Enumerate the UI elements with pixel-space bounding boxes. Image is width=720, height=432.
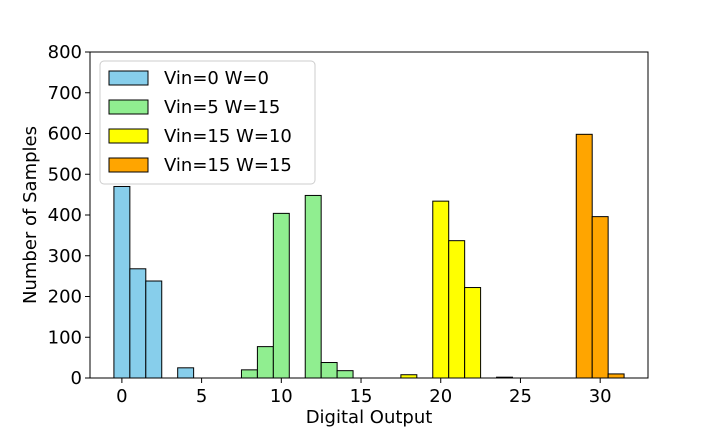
- bar-series3-x22: [464, 287, 482, 379]
- legend-swatch-series2: [108, 99, 149, 115]
- x-tick-label: 15: [350, 386, 373, 407]
- legend-label-series1: Vin=0 W=0: [164, 68, 269, 89]
- bar-series4-x30: [591, 216, 609, 379]
- bar-series4-x31: [607, 373, 625, 379]
- legend: Vin=0 W=0 Vin=5 W=15 Vin=15 W=10 Vin=15 W=1…: [99, 60, 316, 185]
- x-tick-label: 5: [196, 386, 207, 407]
- bar-series3-x21: [448, 240, 466, 379]
- legend-swatch-series1: [108, 70, 149, 86]
- bar-series1-x0: [113, 185, 131, 379]
- x-tick-label: 30: [589, 386, 612, 407]
- bar-series1-x4: [177, 367, 195, 379]
- x-tick-label: 25: [509, 386, 532, 407]
- legend-label-series4: Vin=15 W=15: [164, 155, 292, 176]
- y-tick-label: 700: [48, 83, 82, 104]
- y-tick-label: 500: [48, 164, 82, 185]
- legend-label-series2: Vin=5 W=15: [164, 97, 280, 118]
- bar-series1-x1: [129, 268, 147, 379]
- y-tick-label: 0: [71, 368, 82, 389]
- legend-box: [99, 60, 316, 185]
- bar-series2-x12: [304, 194, 322, 379]
- y-tick-label: 400: [48, 205, 82, 226]
- x-axis-label: Digital Output: [306, 407, 433, 428]
- bar-series2-x9: [256, 346, 274, 379]
- y-tick-label: 800: [48, 42, 82, 63]
- x-tick-label: 10: [270, 386, 293, 407]
- y-tick-label: 600: [48, 124, 82, 145]
- y-tick-label: 100: [48, 327, 82, 348]
- legend-swatch-series3: [108, 128, 149, 144]
- y-tick-label: 300: [48, 246, 82, 267]
- legend-label-series3: Vin=15 W=10: [164, 126, 292, 147]
- bars-layer: [113, 133, 625, 379]
- y-axis-ticks: 0 100 200 300 400 500 600 700 800: [48, 42, 90, 389]
- bar-series4-x29: [575, 133, 593, 379]
- x-tick-label: 20: [429, 386, 452, 407]
- bar-series2-x13: [320, 362, 338, 379]
- y-tick-label: 200: [48, 287, 82, 308]
- bar-series2-x14: [336, 370, 354, 379]
- bar-series1-x2: [145, 280, 163, 379]
- x-tick-label: 0: [116, 386, 127, 407]
- x-axis-ticks: 0 5 10 15 20 25 30: [116, 378, 612, 407]
- bar-series2-x8: [240, 369, 258, 379]
- y-axis-label: Number of Samples: [20, 126, 41, 304]
- bar-series3-x20: [432, 200, 450, 379]
- legend-swatch-series4: [108, 157, 149, 173]
- bar-series2-x10: [272, 212, 290, 379]
